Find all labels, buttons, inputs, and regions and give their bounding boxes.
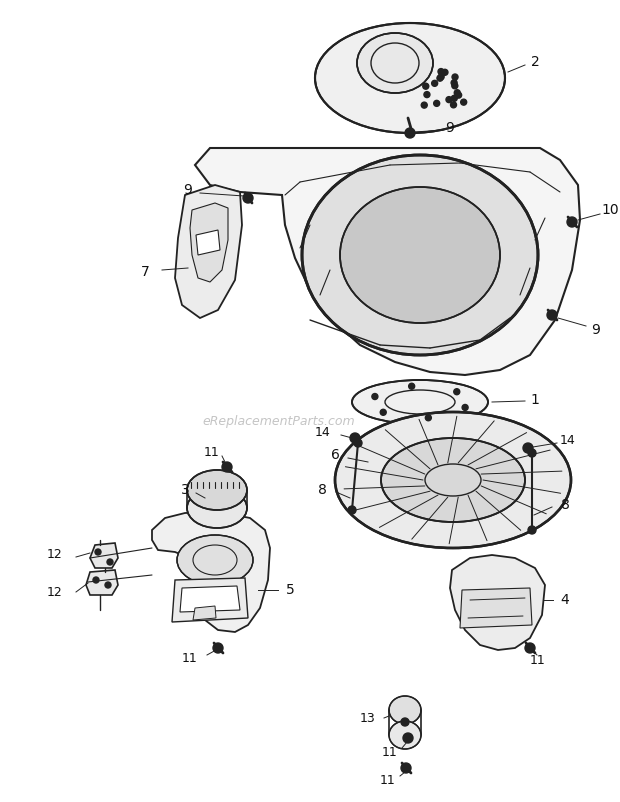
- Circle shape: [437, 75, 443, 81]
- Circle shape: [452, 74, 458, 80]
- Circle shape: [528, 526, 536, 534]
- Circle shape: [424, 91, 430, 98]
- Circle shape: [525, 643, 535, 653]
- Text: 11: 11: [204, 445, 220, 459]
- Circle shape: [452, 83, 458, 89]
- Text: 8: 8: [560, 498, 569, 512]
- Text: 9: 9: [446, 121, 454, 135]
- Circle shape: [105, 582, 111, 588]
- Text: 1: 1: [531, 393, 539, 407]
- Text: 7: 7: [141, 265, 149, 279]
- Polygon shape: [172, 578, 248, 622]
- Circle shape: [451, 102, 456, 107]
- Polygon shape: [195, 148, 580, 375]
- Text: 9: 9: [184, 183, 192, 197]
- Ellipse shape: [187, 488, 247, 528]
- Text: 9: 9: [591, 323, 600, 337]
- Polygon shape: [175, 185, 242, 318]
- Ellipse shape: [335, 412, 571, 548]
- Text: 4: 4: [560, 593, 569, 607]
- Circle shape: [401, 763, 411, 773]
- Circle shape: [95, 549, 101, 555]
- Ellipse shape: [187, 470, 247, 510]
- Text: 8: 8: [317, 483, 327, 497]
- Polygon shape: [460, 588, 532, 628]
- Circle shape: [438, 74, 444, 80]
- Text: 11: 11: [182, 651, 198, 665]
- Ellipse shape: [389, 721, 421, 749]
- Circle shape: [454, 389, 460, 395]
- Text: 14: 14: [560, 434, 576, 447]
- Circle shape: [454, 90, 460, 95]
- Text: 14: 14: [315, 426, 331, 439]
- Text: 12: 12: [47, 549, 63, 561]
- Circle shape: [567, 217, 577, 227]
- Polygon shape: [86, 570, 118, 595]
- Ellipse shape: [389, 696, 421, 724]
- Text: 10: 10: [601, 203, 619, 217]
- Text: 6: 6: [330, 448, 339, 462]
- Circle shape: [456, 92, 462, 98]
- Text: 11: 11: [382, 746, 398, 759]
- Circle shape: [401, 718, 409, 726]
- Ellipse shape: [302, 155, 538, 355]
- Text: 11: 11: [530, 654, 546, 666]
- Circle shape: [380, 409, 386, 415]
- Polygon shape: [90, 543, 118, 568]
- Circle shape: [433, 100, 440, 107]
- Circle shape: [107, 559, 113, 565]
- Ellipse shape: [352, 380, 488, 424]
- Text: 13: 13: [360, 711, 376, 724]
- Circle shape: [213, 643, 223, 653]
- Circle shape: [243, 193, 253, 203]
- Ellipse shape: [315, 23, 505, 133]
- Circle shape: [432, 80, 438, 87]
- Circle shape: [528, 449, 536, 457]
- Text: 3: 3: [180, 483, 189, 497]
- Ellipse shape: [357, 33, 433, 93]
- Circle shape: [372, 394, 378, 399]
- Circle shape: [462, 404, 468, 411]
- Ellipse shape: [340, 187, 500, 323]
- Ellipse shape: [177, 535, 253, 585]
- Circle shape: [523, 443, 533, 453]
- Circle shape: [403, 733, 413, 743]
- Circle shape: [222, 462, 232, 472]
- Circle shape: [405, 128, 415, 138]
- Text: 11: 11: [380, 773, 396, 787]
- Circle shape: [409, 383, 415, 389]
- Text: eReplacementParts.com: eReplacementParts.com: [203, 415, 355, 427]
- Text: 5: 5: [286, 583, 294, 597]
- Polygon shape: [196, 230, 220, 255]
- Circle shape: [421, 102, 427, 108]
- Circle shape: [348, 506, 356, 514]
- Circle shape: [438, 69, 444, 75]
- Text: 2: 2: [531, 55, 539, 69]
- Polygon shape: [450, 555, 545, 650]
- Circle shape: [461, 99, 467, 105]
- Polygon shape: [152, 512, 270, 632]
- Circle shape: [423, 83, 429, 89]
- Text: 12: 12: [47, 585, 63, 598]
- Circle shape: [425, 415, 432, 421]
- Polygon shape: [180, 586, 240, 612]
- Circle shape: [350, 433, 360, 443]
- Circle shape: [442, 69, 448, 75]
- Circle shape: [93, 577, 99, 583]
- Circle shape: [446, 96, 452, 103]
- Circle shape: [451, 95, 458, 101]
- Polygon shape: [193, 606, 216, 620]
- Circle shape: [354, 439, 362, 447]
- Circle shape: [547, 310, 557, 320]
- Ellipse shape: [381, 438, 525, 522]
- Circle shape: [451, 79, 457, 86]
- Polygon shape: [190, 203, 228, 282]
